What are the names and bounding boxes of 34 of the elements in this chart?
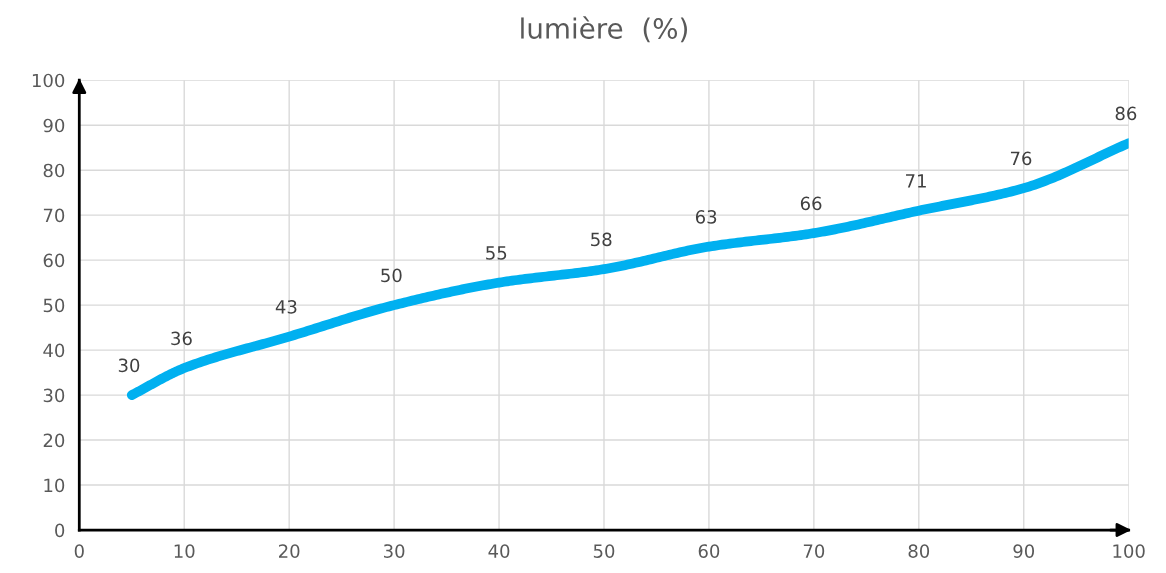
- y-tick-label: 60: [43, 253, 65, 268]
- data-label: 58: [591, 232, 612, 247]
- data-label: 63: [695, 210, 717, 224]
- data-label: 36: [171, 331, 192, 346]
- y-tick-label: 90: [43, 118, 65, 133]
- y-tick-label: 0: [55, 523, 65, 538]
- x-tick-label: 0: [74, 544, 84, 558]
- x-tick-label: 100: [1113, 544, 1145, 558]
- y-tick-label: 30: [43, 388, 65, 403]
- y-tick-label: 20: [43, 433, 65, 448]
- x-tick-label: 90: [1013, 544, 1035, 558]
- data-label: 50: [381, 268, 402, 283]
- x-tick-label: 10: [174, 544, 195, 558]
- x-tick-label: 70: [803, 544, 825, 558]
- y-tick-label: 80: [43, 163, 65, 178]
- data-label: 55: [486, 246, 507, 260]
- chart-title: lumière (%): [521, 16, 687, 43]
- data-label: 86: [1115, 106, 1137, 121]
- data-label: 43: [275, 300, 297, 314]
- y-tick-label: 100: [32, 73, 65, 88]
- data-label: 66: [800, 196, 822, 211]
- y-tick-label: 50: [43, 298, 65, 313]
- x-tick-label: 40: [488, 544, 510, 558]
- data-label: 30: [118, 358, 140, 373]
- x-tick-label: 60: [698, 544, 720, 558]
- x-tick-label: 30: [384, 544, 405, 558]
- y-tick-label: 40: [43, 343, 65, 358]
- y-tick-label: 70: [43, 208, 65, 223]
- x-tick-label: 20: [279, 544, 300, 558]
- x-tick-label: 50: [593, 544, 615, 558]
- data-label: 71: [906, 174, 926, 188]
- x-tick-label: 80: [908, 544, 930, 558]
- data-label: 76: [1010, 151, 1032, 166]
- y-tick-label: 10: [44, 478, 65, 493]
